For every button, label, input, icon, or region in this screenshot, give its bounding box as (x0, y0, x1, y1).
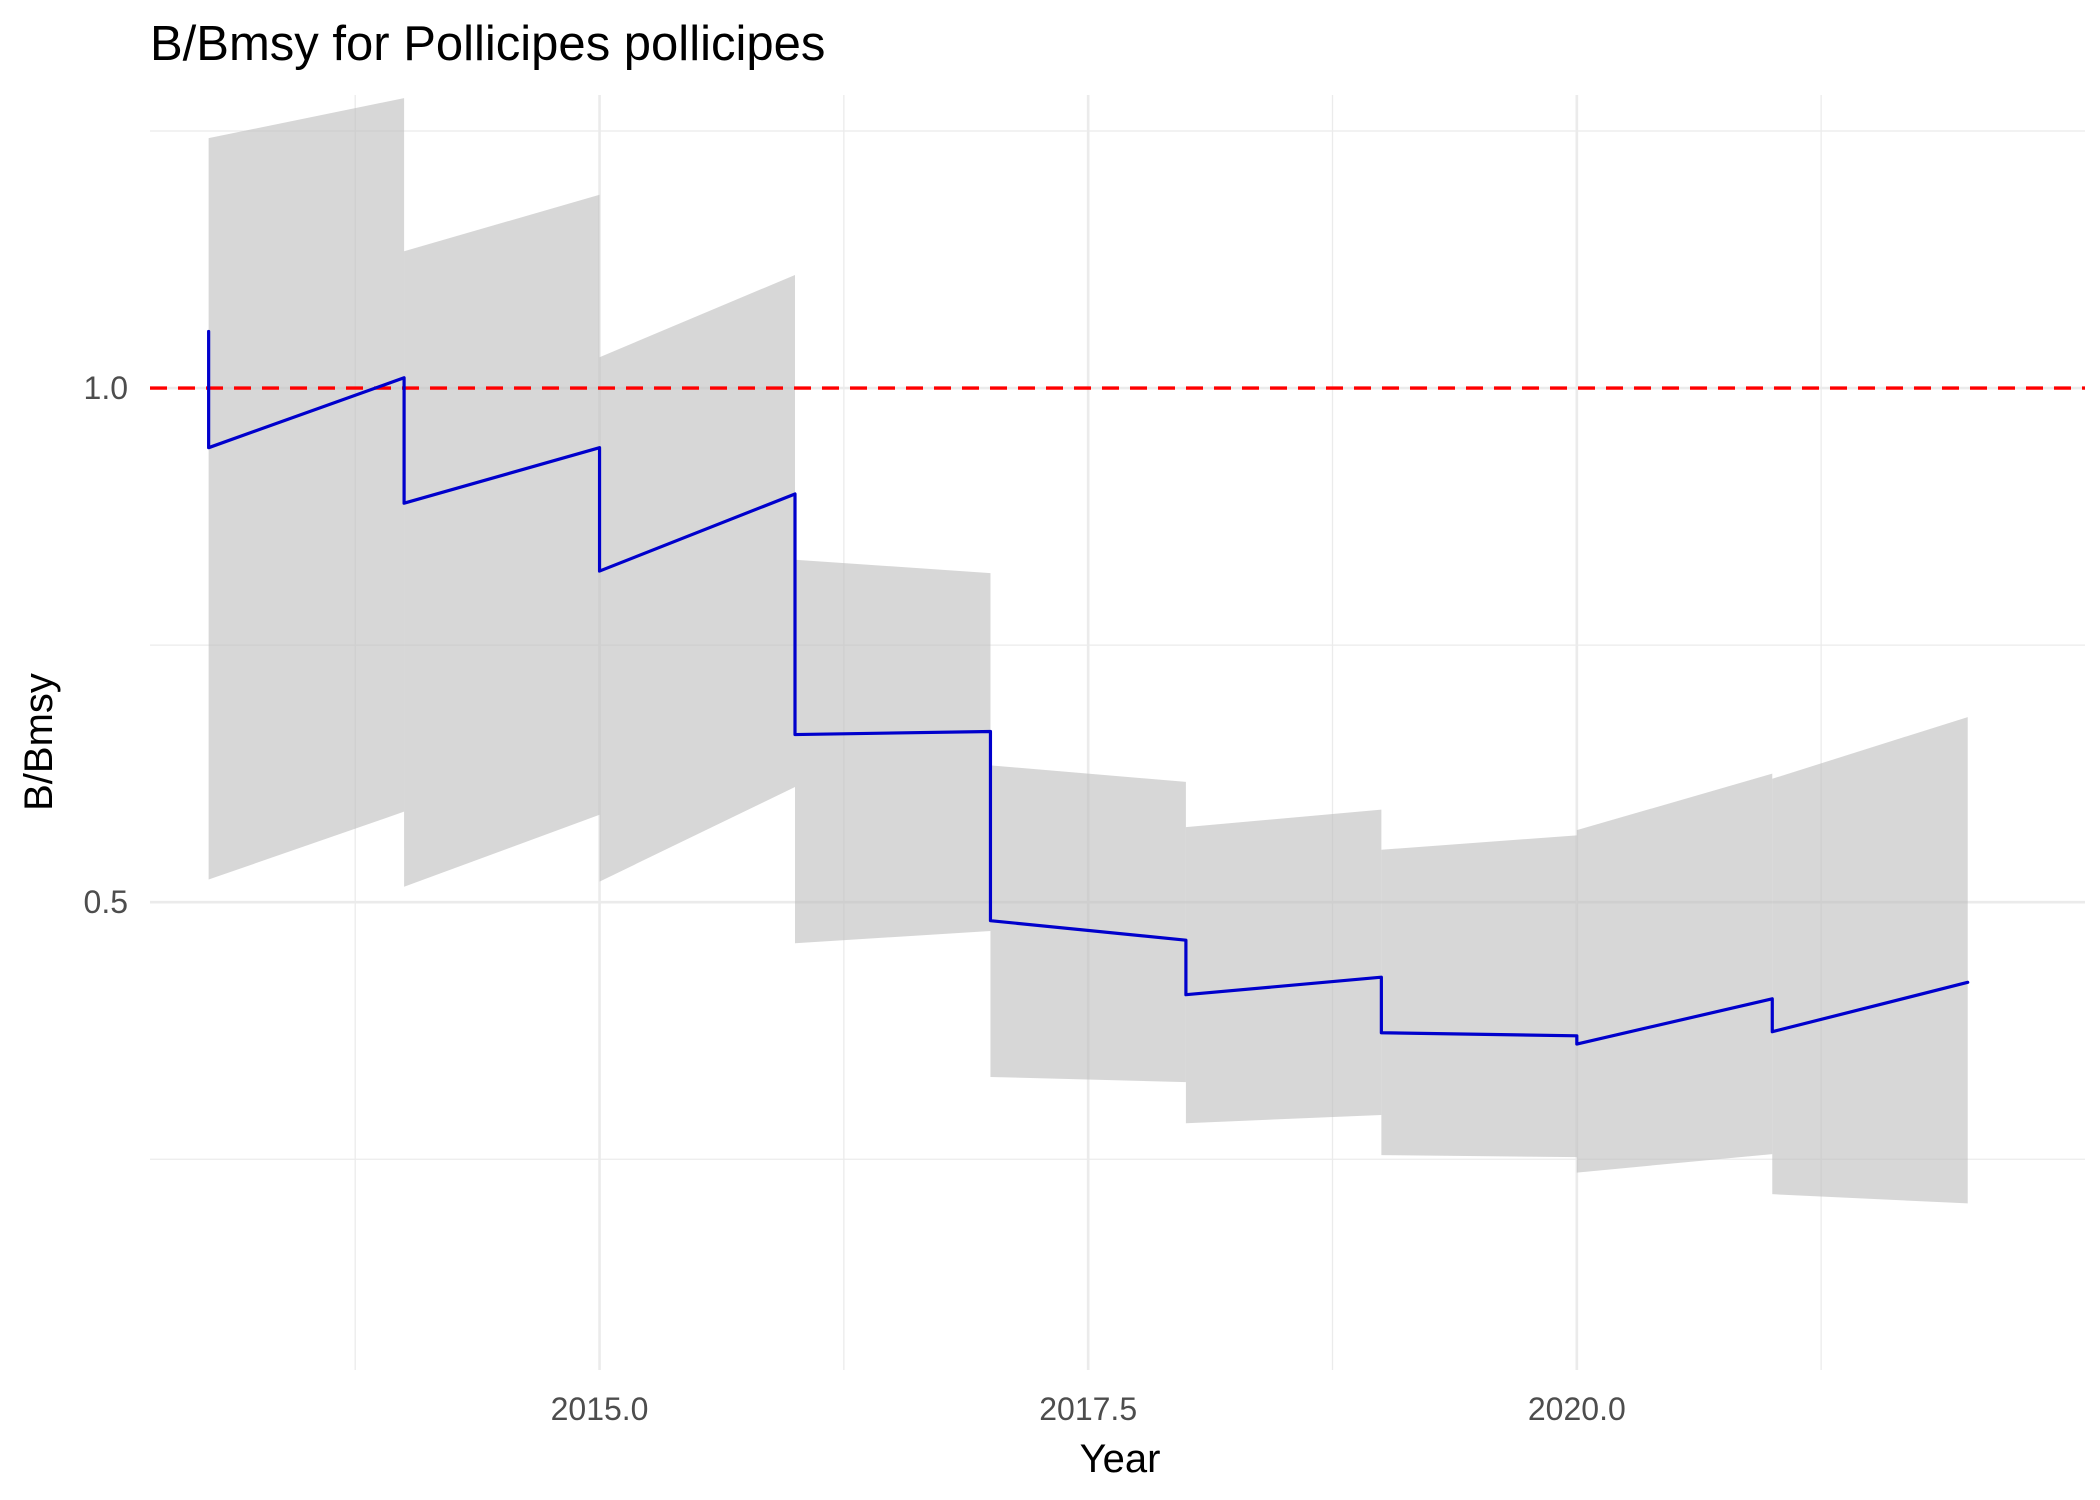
confidence-ribbon-segment (990, 765, 1186, 1083)
confidence-ribbon-segment (795, 559, 991, 944)
series-line-layer (207, 329, 1970, 1046)
confidence-ribbon-segment (1576, 773, 1773, 1173)
x-tick-label: 2020.0 (1528, 1391, 1626, 1427)
confidence-ribbon-segment (208, 98, 405, 880)
x-tick-label: 2015.0 (551, 1391, 649, 1427)
bbmsy-series-line (207, 329, 1970, 1046)
y-axis-title: B/Bmsy (17, 673, 61, 811)
confidence-ribbon-segment (1772, 717, 1968, 1204)
confidence-ribbon-segment (599, 274, 795, 882)
chart-title: B/Bmsy for Pollicipes pollicipes (150, 17, 825, 71)
tick-label-layer: 2015.0 2017.5 2020.0 0.5 1.0 (84, 370, 1626, 1427)
confidence-ribbon-segment (404, 194, 600, 887)
y-tick-label: 1.0 (84, 370, 128, 406)
x-tick-label: 2017.5 (1039, 1391, 1137, 1427)
x-axis-title: Year (1080, 1437, 1161, 1481)
confidence-ribbon-layer (208, 98, 1968, 1204)
confidence-ribbon-segment (1185, 809, 1382, 1124)
confidence-ribbon-segment (1381, 835, 1577, 1158)
y-tick-label: 0.5 (84, 884, 128, 920)
